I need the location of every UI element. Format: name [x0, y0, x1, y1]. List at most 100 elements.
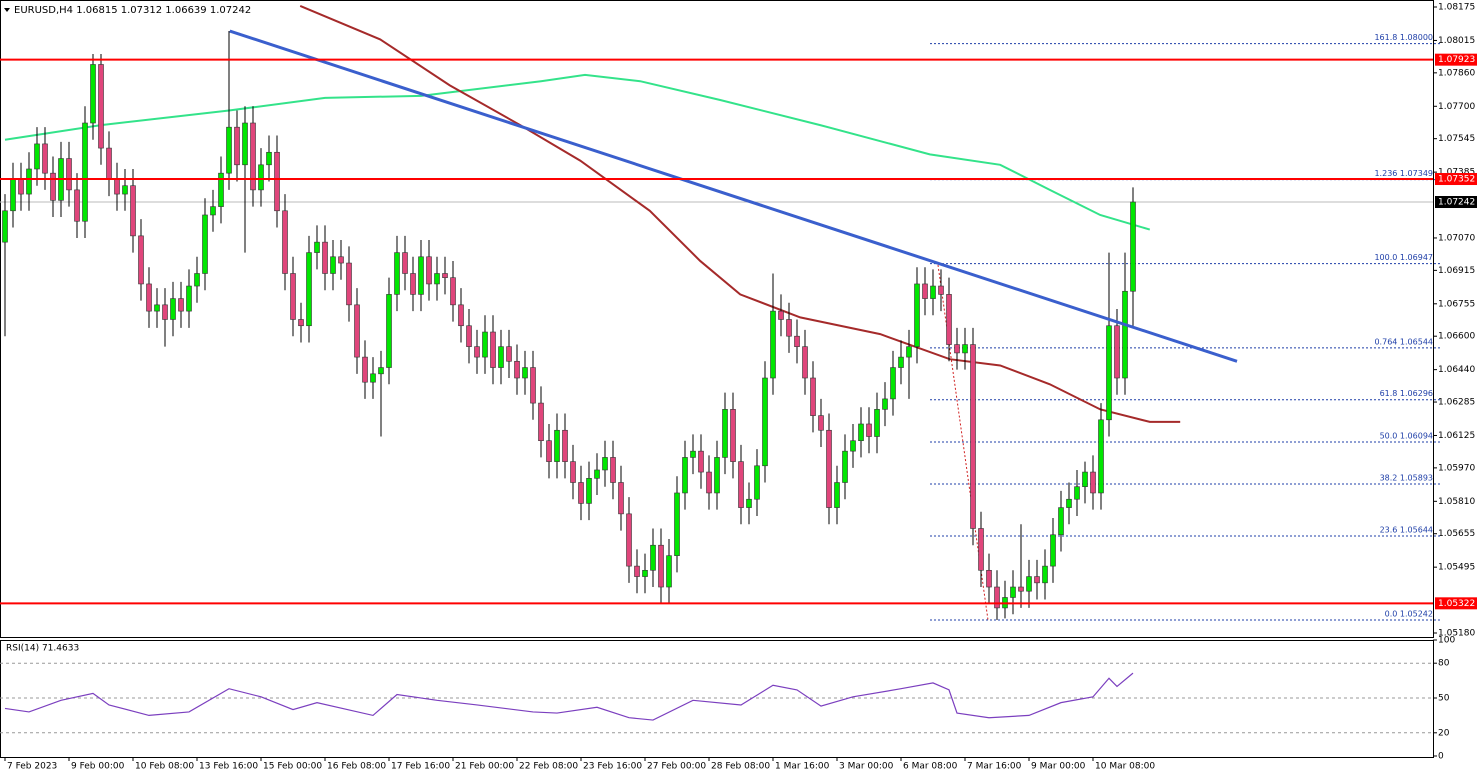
candle-body: [946, 294, 952, 345]
candle-body: [1090, 471, 1096, 494]
candle-body: [18, 179, 24, 195]
candle-body: [106, 147, 112, 180]
candle-body: [818, 415, 824, 431]
candle-body: [466, 325, 472, 347]
x-tick-label: 10 Mar 08:00: [1095, 762, 1155, 772]
y-tick-label: 1.06915: [1438, 266, 1475, 276]
x-tick-label: 23 Feb 16:00: [583, 762, 642, 772]
candle-body: [82, 122, 88, 222]
y-tick-label: 1.08015: [1438, 36, 1475, 46]
candle-body: [770, 310, 776, 379]
candle-body: [930, 285, 936, 299]
candle-body: [10, 179, 16, 212]
candle-body: [906, 346, 912, 358]
candle-body: [442, 273, 448, 278]
fib-label: 0.764 1.06544: [1374, 337, 1433, 346]
y-tick-label: 80: [1438, 659, 1450, 669]
candle-body: [378, 367, 384, 375]
candle-body: [434, 273, 440, 285]
candle-body: [618, 482, 624, 515]
fib-label: 1.236 1.07349: [1374, 169, 1433, 178]
level-price-label: 1.07352: [1438, 175, 1475, 185]
candle-body: [610, 457, 616, 483]
x-tick-label: 16 Feb 08:00: [327, 762, 386, 772]
candle-body: [826, 429, 832, 508]
level-price-box: [1435, 597, 1477, 610]
x-tick-label: 27 Feb 00:00: [647, 762, 706, 772]
candle-body: [970, 344, 976, 529]
chart-header: EURUSD,H4 1.06815 1.07312 1.06639 1.0724…: [14, 5, 251, 16]
candle-body: [810, 377, 816, 416]
candle-body: [914, 283, 920, 347]
candle-body: [386, 294, 392, 368]
candle-body: [922, 283, 928, 299]
candle-body: [362, 356, 368, 383]
candle-body: [586, 478, 592, 504]
x-tick-label: 28 Feb 08:00: [711, 762, 770, 772]
candle-body: [986, 569, 992, 588]
candle-body: [458, 304, 464, 327]
x-tick-label: 1 Mar 16:00: [775, 762, 830, 772]
y-tick-label: 1.05655: [1438, 529, 1475, 539]
candle-body: [1058, 507, 1064, 536]
candle-body: [562, 429, 568, 462]
y-tick-label: 0: [1438, 752, 1444, 762]
candle-body: [66, 158, 72, 191]
candle-body: [394, 252, 400, 295]
current-price-box: [1435, 196, 1477, 209]
level-price-label: 1.07923: [1438, 55, 1475, 65]
candle-body: [2, 210, 8, 243]
candle-body: [178, 298, 184, 312]
candle-body: [450, 277, 456, 306]
candle-body: [1018, 586, 1024, 592]
x-tick-label: 13 Feb 16:00: [199, 762, 258, 772]
candle-body: [42, 143, 48, 174]
candle-body: [738, 461, 744, 508]
candle-body: [226, 126, 232, 174]
x-tick-label: 6 Mar 08:00: [903, 762, 958, 772]
candle-body: [658, 544, 664, 588]
y-tick-label: 1.07545: [1438, 134, 1475, 144]
candle-body: [170, 298, 176, 320]
candle-body: [258, 164, 264, 191]
candle-body: [994, 586, 1000, 609]
collapse-icon[interactable]: [4, 8, 10, 12]
x-tick-label: 17 Feb 16:00: [391, 762, 450, 772]
candle-body: [706, 471, 712, 494]
y-tick-label: 50: [1438, 694, 1450, 704]
candle-body: [370, 373, 376, 383]
trendline: [229, 29, 1238, 363]
moving-average: [299, 5, 1181, 423]
candle-body: [578, 482, 584, 504]
x-tick-label: 22 Feb 08:00: [519, 762, 578, 772]
candle-body: [138, 235, 144, 285]
y-tick-label: 100: [1438, 636, 1455, 646]
candle-body: [402, 252, 408, 274]
candle-body: [682, 457, 688, 494]
price-panel-frame: [0, 0, 1434, 638]
level-price-box: [1435, 173, 1477, 186]
fib-label: 0.0 1.05242: [1385, 610, 1433, 619]
candle-body: [762, 377, 768, 467]
candle-body: [1114, 325, 1120, 379]
candle-body: [730, 409, 736, 462]
candle-body: [858, 423, 864, 442]
candle-body: [266, 151, 272, 166]
y-tick-label: 1.05180: [1438, 629, 1475, 639]
candle-body: [746, 498, 752, 508]
fib-label: 38.2 1.05893: [1380, 473, 1433, 482]
fib-label: 23.6 1.05644: [1380, 526, 1433, 535]
candle-body: [1066, 498, 1072, 508]
y-tick-label: 20: [1438, 728, 1450, 738]
candle-body: [418, 256, 424, 295]
candle-body: [786, 319, 792, 337]
y-tick-label: 1.08175: [1438, 3, 1475, 13]
candle-body: [594, 469, 600, 479]
candle-body: [1106, 325, 1112, 421]
candle-body: [890, 367, 896, 400]
candle-body: [602, 457, 608, 471]
close-value: 1.07242: [210, 5, 251, 16]
candle-body: [938, 285, 944, 295]
candle-body: [130, 185, 136, 237]
